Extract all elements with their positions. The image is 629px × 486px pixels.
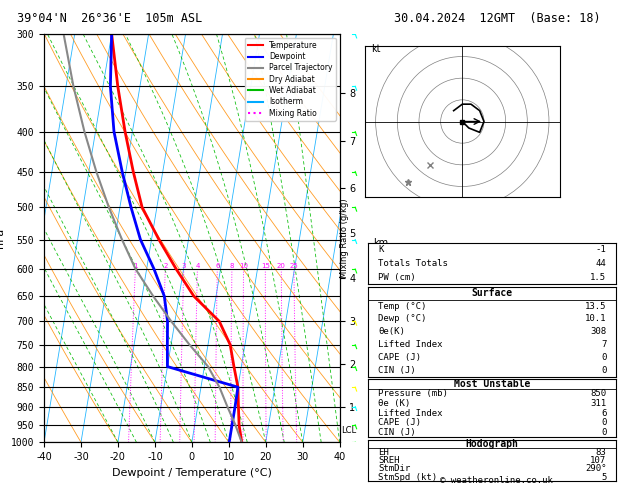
- Text: 13.5: 13.5: [585, 301, 606, 311]
- Text: LCL: LCL: [342, 426, 357, 434]
- X-axis label: Dewpoint / Temperature (°C): Dewpoint / Temperature (°C): [112, 468, 272, 478]
- Text: CIN (J): CIN (J): [378, 366, 416, 375]
- Text: StmSpd (kt): StmSpd (kt): [378, 472, 437, 482]
- Y-axis label: km
ASL: km ASL: [372, 238, 390, 260]
- Text: Lifted Index: Lifted Index: [378, 409, 442, 417]
- Text: 44: 44: [596, 259, 606, 268]
- Text: Pressure (mb): Pressure (mb): [378, 389, 448, 398]
- Text: 39°04'N  26°36'E  105m ASL: 39°04'N 26°36'E 105m ASL: [18, 12, 203, 25]
- Text: 0: 0: [601, 366, 606, 375]
- Text: PW (cm): PW (cm): [378, 273, 416, 282]
- Text: θe(K): θe(K): [378, 327, 405, 336]
- Text: Totals Totals: Totals Totals: [378, 259, 448, 268]
- Text: 5: 5: [601, 472, 606, 482]
- Text: 7: 7: [601, 340, 606, 349]
- Text: 6: 6: [601, 409, 606, 417]
- Text: SREH: SREH: [378, 456, 399, 465]
- Text: EH: EH: [378, 448, 389, 457]
- Text: Most Unstable: Most Unstable: [454, 379, 530, 389]
- Text: Dewp (°C): Dewp (°C): [378, 314, 426, 323]
- Text: 8: 8: [230, 263, 234, 269]
- Text: Temp (°C): Temp (°C): [378, 301, 426, 311]
- Text: K: K: [378, 245, 383, 254]
- Text: 20: 20: [277, 263, 286, 269]
- Text: 107: 107: [591, 456, 606, 465]
- Text: StmDir: StmDir: [378, 464, 410, 473]
- Text: Lifted Index: Lifted Index: [378, 340, 442, 349]
- Text: 850: 850: [591, 389, 606, 398]
- Text: θe (K): θe (K): [378, 399, 410, 408]
- Text: CIN (J): CIN (J): [378, 428, 416, 437]
- Text: 6: 6: [215, 263, 220, 269]
- Y-axis label: hPa: hPa: [0, 228, 5, 248]
- Text: Hodograph: Hodograph: [465, 439, 519, 449]
- Text: 3: 3: [182, 263, 186, 269]
- Text: CAPE (J): CAPE (J): [378, 353, 421, 362]
- Text: 0: 0: [601, 428, 606, 437]
- Text: 1.5: 1.5: [591, 273, 606, 282]
- Text: 4: 4: [195, 263, 199, 269]
- Text: 10: 10: [239, 263, 248, 269]
- Text: kt: kt: [371, 44, 381, 54]
- Text: 30.04.2024  12GMT  (Base: 18): 30.04.2024 12GMT (Base: 18): [394, 12, 600, 25]
- Text: Mixing Ratio (g/kg): Mixing Ratio (g/kg): [340, 198, 349, 278]
- Text: 1: 1: [133, 263, 138, 269]
- Text: 10.1: 10.1: [585, 314, 606, 323]
- Text: 311: 311: [591, 399, 606, 408]
- Text: 0: 0: [601, 418, 606, 427]
- Text: 2: 2: [163, 263, 167, 269]
- Text: 25: 25: [289, 263, 298, 269]
- Legend: Temperature, Dewpoint, Parcel Trajectory, Dry Adiabat, Wet Adiabat, Isotherm, Mi: Temperature, Dewpoint, Parcel Trajectory…: [245, 38, 336, 121]
- Text: 290°: 290°: [585, 464, 606, 473]
- Text: Surface: Surface: [472, 288, 513, 298]
- Text: © weatheronline.co.uk: © weatheronline.co.uk: [440, 476, 554, 485]
- Text: 83: 83: [596, 448, 606, 457]
- Text: 308: 308: [591, 327, 606, 336]
- Text: -1: -1: [596, 245, 606, 254]
- Text: CAPE (J): CAPE (J): [378, 418, 421, 427]
- Text: 0: 0: [601, 353, 606, 362]
- Text: 15: 15: [261, 263, 270, 269]
